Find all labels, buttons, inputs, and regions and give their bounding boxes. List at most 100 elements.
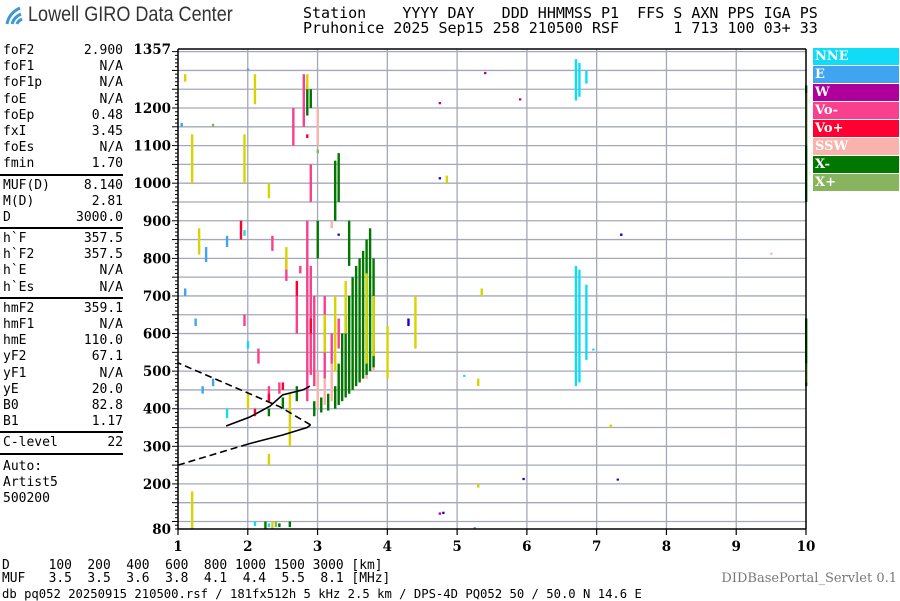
file-info: db pq052 20250915 210500.rsf / 181fx512h… [2,586,642,601]
data-streak [316,220,319,259]
data-streak [306,134,309,139]
data-streak [327,393,330,411]
data-streak [281,382,285,390]
data-streak [309,164,312,202]
data-streak [344,280,347,334]
y-tick-label: 1000 [133,176,171,192]
data-streak [239,220,243,240]
param-label: hmE [3,333,27,349]
y-tick-label: 500 [143,364,171,380]
legend: NNE E W Vo- Vo+ SSW X- X+ [813,48,899,192]
data-streak [271,521,274,529]
data-streak [285,247,288,270]
param-row: hmF1 N/A [3,317,123,333]
data-streak [414,295,417,349]
data-streak [620,233,623,236]
data-streak [463,374,466,377]
data-streak [334,295,337,372]
param-row: foF1p N/A [3,75,123,91]
param-value: 82.8 [91,397,123,413]
data-streak [337,233,340,236]
param-row: C-level 22 [3,435,123,451]
param-row: yE 20.0 [3,382,123,398]
data-streak [309,89,312,109]
param-value: N/A [99,365,123,381]
y-tick-label: 600 [143,327,171,343]
data-streak [344,314,347,398]
x-tick-label: 2 [243,539,252,555]
y-tick-label: 1100 [133,139,171,155]
data-streak [253,408,257,417]
data-streak [204,247,208,263]
param-row: B0 82.8 [3,398,123,414]
param-value: 0.48 [91,107,123,123]
data-streak [616,478,619,481]
header-values: Pruhonice 2025 Sep15 258 210500 RSF 1 71… [303,19,818,37]
param-value: 22 [107,435,123,451]
autoscaler-info: Auto: Artist5 500200 [3,459,123,508]
data-streak [358,258,361,383]
data-streak [246,393,250,409]
data-streak [267,393,271,402]
param-value: N/A [99,317,123,332]
param-row: h`F2 357.5 [3,247,123,263]
data-streak [477,378,480,387]
y-tick-label: 700 [143,289,171,305]
data-streak [316,371,319,409]
param-label: hmF1 [3,317,35,332]
data-streak [267,183,271,199]
legend-item: X+ [813,174,899,191]
data-streak [243,230,246,236]
data-streak [574,265,578,387]
data-streak [330,333,333,372]
data-streak [313,401,316,417]
divider [0,173,123,176]
data-streak [386,326,389,379]
data-streak [257,348,260,364]
data-streak [295,295,299,334]
param-label: yE [3,381,19,397]
param-label: MUF(D) [3,177,50,193]
param-row: hmE 110.0 [3,333,123,349]
param-label: D [3,209,11,225]
param-label: foE [3,91,27,107]
data-streak [225,408,229,419]
autoscaler-line: 500200 [3,490,50,506]
data-streak [211,123,215,127]
data-streak [473,527,476,530]
data-streak [309,318,312,334]
data-streak [585,70,588,84]
data-streak [442,511,445,514]
divider [0,227,123,230]
param-row: D 3000.0 [3,210,123,226]
x-tick-label: 9 [732,539,741,555]
data-streak [347,295,351,394]
data-streak [295,280,299,296]
data-streak [183,74,187,82]
profile-curve-dashed [177,362,312,426]
data-streak [337,318,340,349]
param-value: 357.5 [83,247,123,263]
data-streak [183,288,187,296]
y-tick-label: 80 [152,522,171,538]
data-streak [480,288,483,296]
param-label: fxI [3,123,27,139]
data-streak [246,68,250,71]
param-label: M(D) [3,193,35,209]
data-streak [197,228,201,255]
param-value: 357.5 [83,231,123,247]
data-streak [253,74,257,105]
param-row: hmF2 359.1 [3,301,123,317]
data-streak [306,85,309,116]
x-tick-label: 6 [522,539,531,555]
data-streak [438,101,442,105]
profile-curve-dashed [177,443,249,466]
data-streak [180,123,183,127]
data-streak [225,235,229,248]
x-tick-label: 4 [383,539,392,555]
signal-arcs-icon [5,6,23,25]
x-tick-label: 8 [662,539,671,555]
data-streak [522,477,525,481]
param-label: hmF2 [3,300,35,316]
